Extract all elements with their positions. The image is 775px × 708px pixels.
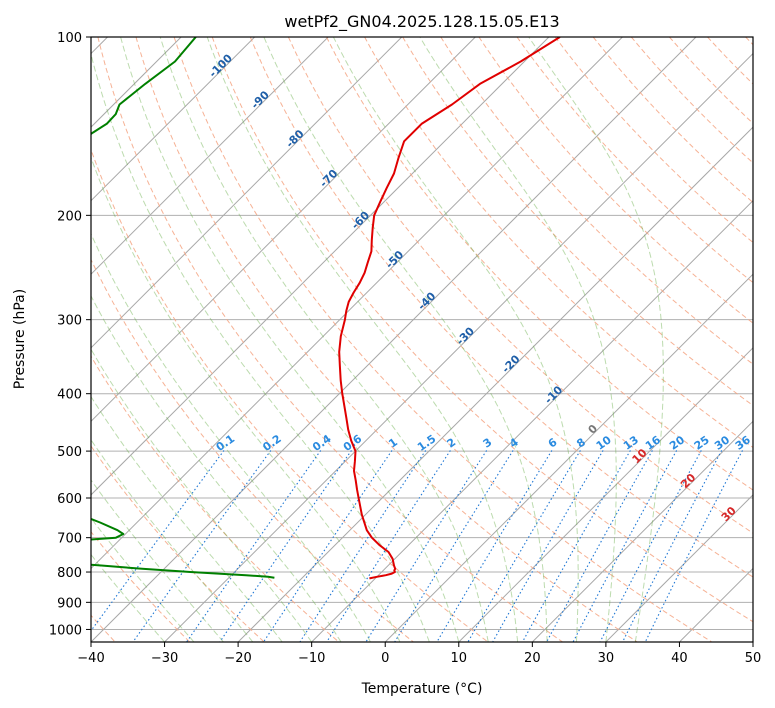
profile-series xyxy=(91,37,561,580)
moist-adiabat-line xyxy=(91,553,165,642)
mixing-ratio-line xyxy=(365,450,488,642)
isotherm-line xyxy=(91,37,623,570)
y-tick-label: 500 xyxy=(57,445,82,460)
mixing-ratio-line xyxy=(219,450,352,642)
mixing-ratio-line xyxy=(436,450,553,642)
mixing-ratio-line xyxy=(186,450,322,642)
mixing-ratio-line xyxy=(572,450,678,642)
dry-adiabat-line xyxy=(91,258,414,642)
moist-adiabat-line xyxy=(120,37,460,642)
dry-adiabat-line xyxy=(91,148,489,642)
dry-adiabat-line xyxy=(516,37,753,284)
isotherm-line xyxy=(91,37,476,423)
isotherm-line xyxy=(384,273,753,642)
mixing-ratio-line xyxy=(522,450,631,642)
y-tick-label: 800 xyxy=(57,566,82,581)
isotherm-line xyxy=(605,494,753,642)
y-tick-label: 600 xyxy=(57,492,82,507)
dry-adiabat-line xyxy=(97,37,563,642)
moist-adiabat-line xyxy=(332,37,579,642)
mixing-ratio-line xyxy=(644,450,743,642)
isotherm-line xyxy=(531,420,753,642)
moist-adiabat-line xyxy=(91,156,401,642)
y-tick-label: 300 xyxy=(57,314,82,329)
moist-adiabat-line xyxy=(91,348,313,642)
moist-adiabat-lines xyxy=(91,37,664,642)
x-tick-label: −30 xyxy=(151,651,178,666)
x-tick-label: 20 xyxy=(524,651,541,666)
dry-adiabat-line xyxy=(630,37,753,164)
moist-adiabat-line xyxy=(528,37,664,642)
dry-adiabat-line xyxy=(364,37,753,449)
y-tick-label: 200 xyxy=(57,209,82,224)
temperature-profile-line xyxy=(338,37,561,580)
isotherm-line xyxy=(91,37,329,275)
mixing-ratio-line xyxy=(467,450,581,642)
isotherm-lines xyxy=(91,37,753,642)
moist-adiabat-line xyxy=(91,395,283,642)
isotherm-line xyxy=(91,37,697,642)
isotherm-line xyxy=(164,52,753,642)
x-axis: −40 −30 −20 −10 0 10 20 30 40 50 xyxy=(77,642,761,666)
x-axis-label: Temperature (°C) xyxy=(361,681,483,697)
isotherm-line xyxy=(91,37,403,349)
mixing-ratio-lines xyxy=(91,450,743,642)
dry-adiabat-line xyxy=(173,37,713,642)
dry-adiabat-line xyxy=(440,37,753,365)
dry-adiabat-line xyxy=(91,445,265,642)
mixing-ratio-line xyxy=(546,450,653,642)
y-tick-label: 100 xyxy=(57,31,82,46)
dry-adiabat-line xyxy=(554,37,753,244)
mixing-ratio-line xyxy=(492,450,604,642)
moist-adiabat-line xyxy=(91,479,224,642)
moist-adiabat-line xyxy=(159,37,489,642)
x-tick-label: 40 xyxy=(671,651,688,666)
mixing-ratio-line xyxy=(263,450,393,642)
y-tick-label: 1000 xyxy=(49,623,82,638)
isotherm-line xyxy=(91,37,550,496)
plot-frame xyxy=(90,36,754,643)
isotherm-line xyxy=(237,126,753,642)
dry-adiabat-line xyxy=(402,37,753,407)
dry-adiabat-line xyxy=(249,37,753,578)
x-tick-label: 10 xyxy=(451,651,468,666)
chart-title: wetPf2_GN04.2025.128.15.05.E13 xyxy=(284,12,559,32)
moist-adiabat-line xyxy=(91,52,430,642)
isotherm-line xyxy=(458,347,753,642)
mixing-ratio-line xyxy=(394,450,514,642)
y-tick-label: 400 xyxy=(57,388,82,403)
dry-adiabat-line xyxy=(211,37,753,623)
mixing-ratio-line xyxy=(622,450,723,642)
moist-adiabat-line xyxy=(263,37,548,642)
y-axis-label: Pressure (hPa) xyxy=(12,289,28,389)
x-tick-label: 0 xyxy=(381,651,389,666)
mixing-ratio-line xyxy=(132,450,272,642)
dry-adiabat-line xyxy=(326,37,753,491)
dry-adiabat-lines xyxy=(91,37,753,642)
dry-adiabat-line xyxy=(287,37,753,534)
moist-adiabat-line xyxy=(91,517,195,642)
dry-adiabat-line xyxy=(135,37,638,642)
mixing-ratio-line xyxy=(599,450,702,642)
y-axis: 100 200 300 400 500 600 700 800 900 1000 xyxy=(49,31,91,638)
x-tick-label: −20 xyxy=(224,651,251,666)
moist-adiabat-line xyxy=(91,232,371,642)
isotherm-line xyxy=(91,37,256,202)
dry-adiabat-line xyxy=(91,355,340,642)
x-tick-label: −10 xyxy=(298,651,325,666)
moist-adiabat-line xyxy=(206,37,519,642)
y-tick-label: 700 xyxy=(57,532,82,547)
x-tick-label: 50 xyxy=(745,651,762,666)
x-tick-label: 30 xyxy=(598,651,615,666)
moist-adiabat-line xyxy=(91,438,254,642)
x-tick-label: −40 xyxy=(77,651,104,666)
y-tick-label: 900 xyxy=(57,596,82,611)
moist-adiabat-line xyxy=(419,37,617,642)
